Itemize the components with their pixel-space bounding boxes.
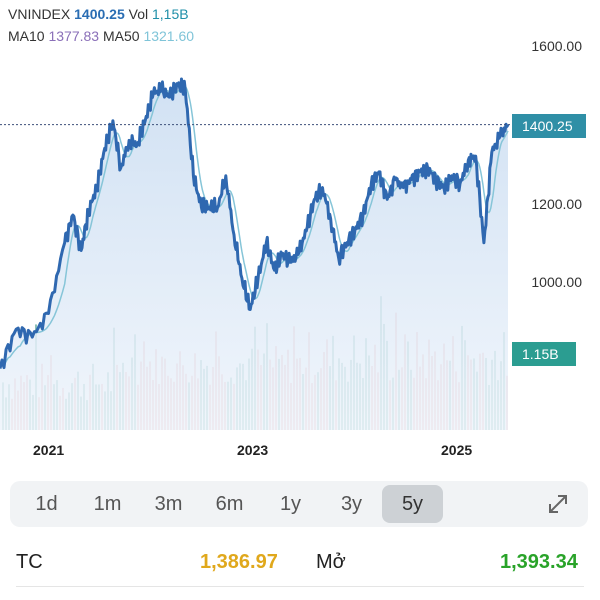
ma10-label: MA10 — [8, 28, 45, 44]
ma50-value: 1321.60 — [143, 28, 195, 44]
vol-label: Vol — [128, 6, 149, 22]
tc-value: 1,386.97 — [200, 551, 278, 573]
x-tick-label: 2021 — [33, 442, 65, 458]
range-1y-button[interactable]: 1y — [279, 492, 302, 515]
tc-label: TC — [16, 551, 43, 573]
expand-icon[interactable] — [542, 488, 574, 520]
last-price-tag: 1400.25 — [512, 114, 586, 138]
ma10-value: 1377.83 — [48, 28, 100, 44]
price-chart[interactable]: VNINDEX 1400.25 Vol 1,15B MA10 1377.83 M… — [0, 0, 600, 470]
y-tick-label: 1200.00 — [531, 196, 582, 212]
legend-line-1: VNINDEX 1400.25 Vol 1,15B — [8, 6, 189, 22]
chart-canvas[interactable] — [0, 0, 600, 470]
range-3y-button[interactable]: 3y — [340, 492, 363, 515]
range-1d-button[interactable]: 1d — [35, 492, 58, 515]
open-value: 1,393.34 — [500, 551, 578, 573]
range-selector: 1d 1m 3m 6m 1y 3y 5y — [10, 481, 588, 527]
y-tick-label: 1000.00 — [531, 274, 582, 290]
volume-tag: 1.15B — [512, 342, 576, 366]
range-3m-button[interactable]: 3m — [154, 492, 183, 515]
y-tick-label: 1600.00 — [531, 38, 582, 54]
symbol-label: VNINDEX — [8, 6, 71, 22]
range-5y-button[interactable]: 5y — [382, 485, 443, 523]
range-6m-button[interactable]: 6m — [215, 492, 244, 515]
price-area — [0, 79, 508, 430]
open-label: Mở — [316, 551, 346, 573]
divider — [16, 586, 584, 587]
vol-value: 1,15B — [151, 6, 189, 22]
stats-row: TC 1,386.97 Mở 1,393.34 — [0, 551, 600, 579]
x-tick-label: 2023 — [237, 442, 269, 458]
ma50-label: MA50 — [102, 28, 140, 44]
price-line — [0, 77, 510, 370]
legend-line-2: MA10 1377.83 MA50 1321.60 — [8, 28, 194, 44]
index-value: 1400.25 — [74, 6, 125, 22]
x-tick-label: 2025 — [441, 442, 473, 458]
range-1m-button[interactable]: 1m — [93, 492, 122, 515]
